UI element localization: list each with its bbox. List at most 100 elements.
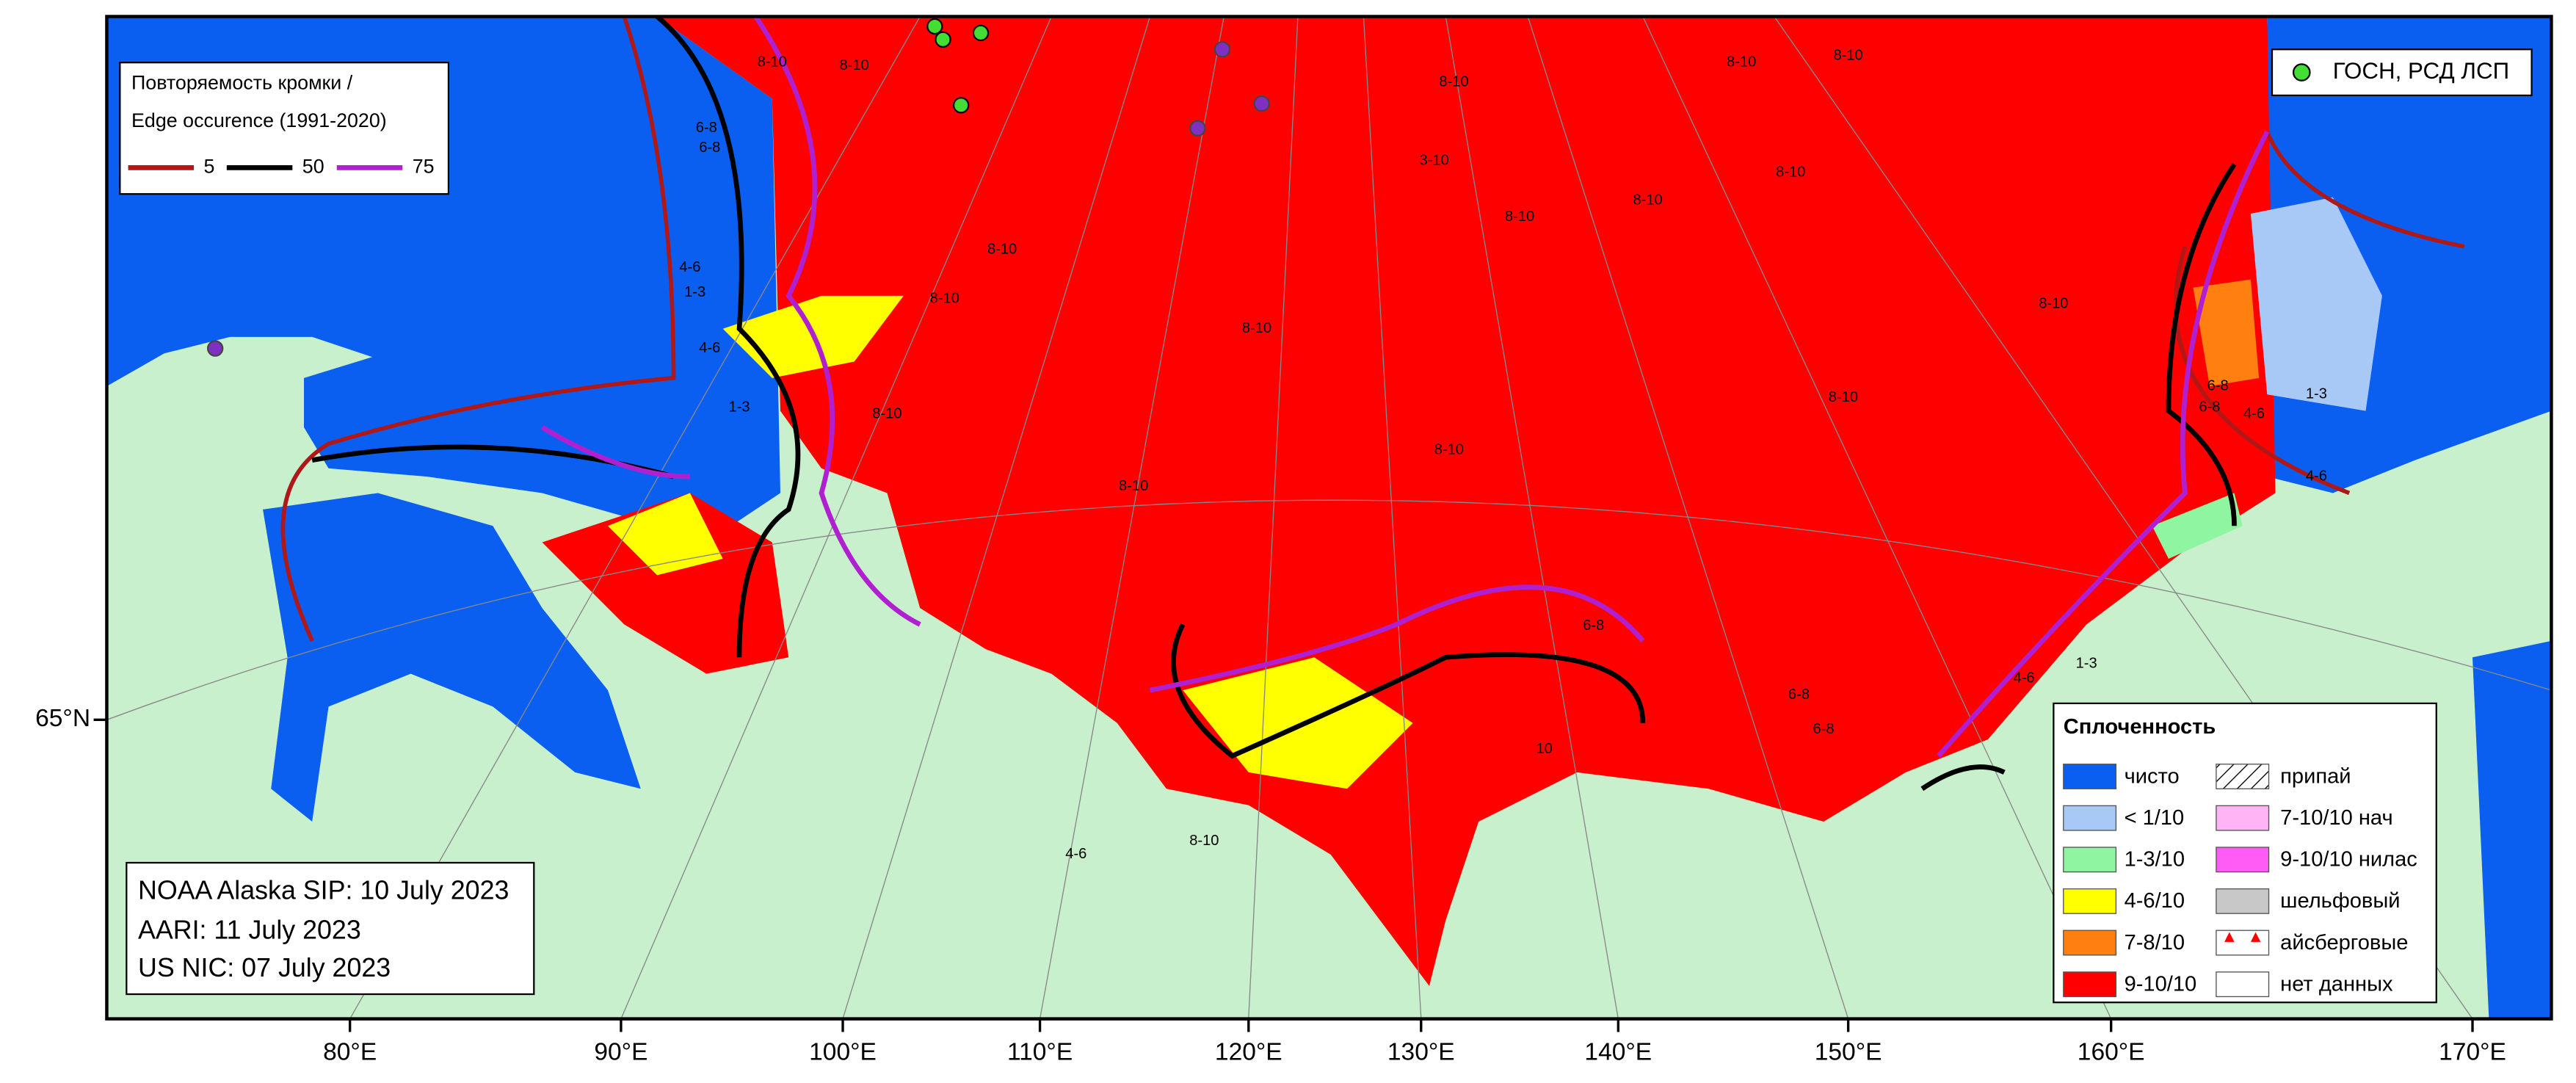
x-tick-label: 150°E (1815, 1038, 1882, 1065)
stations (206, 18, 1270, 357)
legend-label: айсберговые (2280, 931, 2408, 955)
legend-title: Сплоченность (2064, 715, 2216, 739)
station-marker (1253, 95, 1270, 112)
ice-label: 8-10 (1727, 54, 1756, 70)
ice-label: 8-10 (1242, 320, 1271, 336)
legend-swatch-mark (2250, 932, 2261, 942)
x-tick-label: 140°E (1584, 1038, 1652, 1065)
x-tick-label: 170°E (2439, 1038, 2506, 1065)
y-tick-label: 65°N (35, 705, 90, 732)
ice-labels: 8-10 8-10 8-10 8-10 8-10 3-10 8-10 8-10 8-10 8-10… (679, 48, 2327, 863)
legend-swatch (2216, 764, 2270, 789)
station-marker (926, 18, 943, 35)
ice-label: 8-10 (758, 54, 787, 70)
ice-label: 8-10 (1633, 192, 1662, 208)
ice-4-6 (608, 493, 723, 576)
ice-label: 6-8 (2199, 399, 2220, 415)
ice-label: 8-10 (987, 242, 1017, 258)
station-marker (972, 24, 990, 42)
legend-swatch (2063, 764, 2117, 789)
legend-title: Edge occurence (1991-2020) (131, 109, 387, 131)
ice-label: 8-10 (1505, 209, 1534, 225)
graticule (106, 16, 2552, 1019)
x-tick-label: 90°E (594, 1038, 647, 1065)
legend-box (2271, 48, 2533, 97)
legend-label: чисто (2125, 764, 2180, 788)
ice-label: 8-10 (1776, 164, 1805, 180)
legend-label: 75 (413, 155, 435, 177)
ice-lt-1 (2250, 197, 2382, 411)
legend-swatch (2063, 847, 2117, 873)
stations-legend: ГОСН, РСД ЛСП (2271, 48, 2533, 97)
ice-label: 6-8 (696, 120, 717, 136)
source-line: US NIC: 07 July 2023 (138, 953, 391, 982)
open-water (263, 493, 641, 822)
ice-label: 4-6 (699, 340, 720, 356)
legend-label: 7-8/10 (2125, 931, 2185, 955)
map-body: 8-10 8-10 8-10 8-10 8-10 3-10 8-10 8-10 8-10 8-10… (106, 16, 2552, 1019)
station-marker (935, 31, 951, 48)
station-marker (206, 340, 224, 357)
source-line: AARI: 11 July 2023 (138, 915, 361, 944)
x-tick-label: 130°E (1387, 1038, 1455, 1065)
legend-swatch (2063, 888, 2117, 914)
legend-swatch (2292, 63, 2311, 82)
legend-swatch (2216, 805, 2270, 831)
station-marker (1189, 120, 1206, 137)
ice-label: 4-6 (679, 259, 700, 275)
ice-label: 10 (1536, 741, 1552, 757)
sources-box: NOAA Alaska SIP: 10 July 2023 AARI: 11 J… (126, 861, 535, 996)
ice-label: 4-6 (2306, 468, 2327, 484)
ice-1-3 (2152, 493, 2243, 559)
legend-label: шельфовый (2280, 889, 2400, 913)
ice-label: 6-8 (1583, 617, 1604, 634)
legend-swatch (2216, 971, 2270, 998)
legend-swatch (2063, 971, 2117, 998)
x-tick-label: 80°E (323, 1038, 377, 1065)
legend-swatch (2216, 888, 2270, 914)
legend-box (119, 62, 450, 195)
edge-line-50 (311, 16, 2237, 792)
legend-label: 9-10/10 нилас (2280, 848, 2417, 872)
ice-label: 6-8 (699, 140, 720, 156)
ice-label: 6-8 (2207, 377, 2229, 394)
info-box (126, 861, 535, 996)
station-marker (1213, 41, 1231, 58)
legend-swatch-mark (2224, 932, 2235, 942)
ice-label: 8-10 (1833, 48, 1862, 64)
legend-swatch (2216, 930, 2270, 956)
ice-label: 4-6 (2014, 670, 2035, 687)
ice-label: 1-3 (684, 284, 705, 300)
ice-label: 8-10 (2039, 295, 2068, 311)
ice-label: 8-10 (930, 291, 959, 307)
ice-label: 6-8 (1788, 687, 1810, 703)
legend-items: 5 50 75 (128, 155, 435, 177)
open-water (304, 345, 690, 526)
x-tick-label: 160°E (2078, 1038, 2145, 1065)
ice-4-6 (1183, 657, 1413, 789)
concentration-legend: Сплоченность чисто < 1/10 1-3/10 4-6/10 7-8/… (2053, 702, 2437, 1004)
ice-9-10 (542, 493, 789, 674)
legend-title: Повторяемость кромки / (131, 71, 353, 93)
axes: 80°E 90°E 100°E 110°E 120°E 130°E 140°E 150°E 16… (35, 705, 2506, 1065)
legend-label: 4-6/10 (2125, 889, 2185, 913)
legend-items: чисто < 1/10 1-3/10 4-6/10 7-8/10 9-10/10 прип… (2063, 764, 2417, 998)
ice-label: 8-10 (1189, 833, 1219, 849)
ice-label: 3-10 (1420, 153, 1449, 169)
ice-label: 4-6 (1065, 846, 1086, 862)
x-tick-label: 120°E (1215, 1038, 1282, 1065)
x-tick-label: 110°E (1007, 1038, 1073, 1065)
ice-label: 4-6 (2243, 405, 2265, 421)
legend-label: 7-10/10 нач (2280, 806, 2392, 830)
edge-legend: Повторяемость кромки / Edge occurence (1… (119, 62, 450, 195)
ice-label: 8-10 (1829, 389, 1858, 405)
legend-label: 50 (302, 155, 324, 177)
ice-label: 8-10 (1434, 442, 1464, 458)
legend-label: нет данных (2280, 972, 2393, 996)
legend-label: 1-3/10 (2125, 848, 2185, 872)
edge-line-5 (280, 16, 2465, 642)
ice-label: 8-10 (1119, 478, 1148, 494)
legend-swatch (2063, 930, 2117, 956)
legend-swatch (2216, 847, 2270, 873)
